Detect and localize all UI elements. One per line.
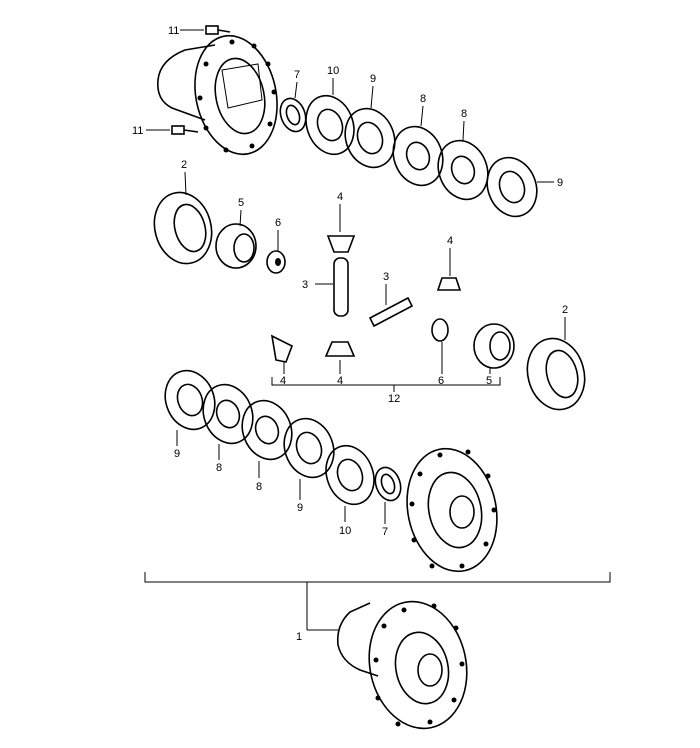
pinion-washer-lower — [431, 318, 449, 342]
friction-disc-lower-1 — [202, 383, 254, 445]
callout-8-upper-1: 8 — [420, 93, 426, 105]
thrust-ring-lower — [526, 337, 586, 411]
callout-12: 12 — [388, 393, 400, 405]
callout-11-left: 11 — [132, 125, 143, 137]
callout-2-lower: 2 — [562, 304, 568, 316]
pinion-gear-lower-left — [270, 334, 294, 363]
pinion-shaft-long — [333, 257, 349, 317]
pinion-gear-lower-mid — [324, 341, 356, 357]
thrust-washer-large-upper — [305, 94, 355, 156]
clutch-disc-lower-2 — [283, 417, 335, 479]
callout-8-upper-2: 8 — [461, 108, 467, 120]
bracket-group-1 — [144, 572, 611, 631]
pinion-washer-upper — [266, 250, 286, 274]
leader-lines — [146, 29, 566, 524]
clutch-disc-upper-2 — [486, 156, 538, 218]
callout-6-upper: 6 — [275, 217, 281, 229]
friction-disc-upper-1 — [392, 125, 444, 187]
callout-9-lower-1: 9 — [174, 448, 180, 460]
callout-10-lower: 10 — [339, 525, 351, 537]
clutch-disc-lower-1 — [164, 369, 216, 431]
assembled-differential — [336, 600, 468, 730]
callout-9-upper-2: 9 — [557, 177, 563, 189]
thrust-washer-small-upper — [279, 97, 307, 133]
callout-5-lower: 5 — [486, 375, 492, 387]
pinion-gear-top — [326, 235, 356, 253]
callout-9-lower-2: 9 — [297, 502, 303, 514]
housing-cover-bottom — [406, 447, 498, 573]
callout-9-upper-1: 9 — [370, 73, 376, 85]
thrust-washer-small-lower — [374, 466, 402, 502]
thrust-ring-upper — [153, 191, 213, 265]
callout-6-lower: 6 — [438, 375, 444, 387]
side-gear-upper — [215, 223, 257, 269]
callout-5-upper: 5 — [238, 197, 244, 209]
screw-left — [171, 125, 199, 135]
callout-4-lower-left: 4 — [280, 375, 286, 387]
callout-11-top: 11 — [168, 25, 179, 37]
pinion-gear-right — [436, 277, 462, 291]
clutch-disc-upper-1 — [344, 107, 396, 169]
thrust-washer-large-lower — [325, 444, 375, 506]
callout-3-short: 3 — [383, 271, 389, 283]
friction-disc-upper-2 — [437, 139, 489, 201]
callout-4-lower-mid: 4 — [337, 375, 343, 387]
friction-disc-lower-2 — [241, 399, 293, 461]
callout-labels: 11 11 7 10 9 8 8 9 2 5 6 4 4 3 3 2 4 4 6… — [132, 25, 568, 643]
housing-cover-top — [156, 34, 278, 156]
bracket-group-12 — [271, 377, 501, 392]
callout-8-lower-1: 8 — [216, 462, 222, 474]
pinion-shaft-short — [368, 296, 414, 328]
side-gear-lower — [473, 323, 515, 369]
callout-1: 1 — [296, 631, 302, 643]
callout-7-lower: 7 — [382, 526, 388, 538]
callout-2-upper: 2 — [181, 159, 187, 171]
callout-3-long: 3 — [302, 279, 308, 291]
callout-10-upper: 10 — [327, 65, 339, 77]
callout-7-upper: 7 — [294, 69, 300, 81]
screw-top — [205, 25, 231, 35]
callout-4-right: 4 — [447, 235, 453, 247]
callout-8-lower-2: 8 — [256, 481, 262, 493]
callout-4-top: 4 — [337, 191, 343, 203]
